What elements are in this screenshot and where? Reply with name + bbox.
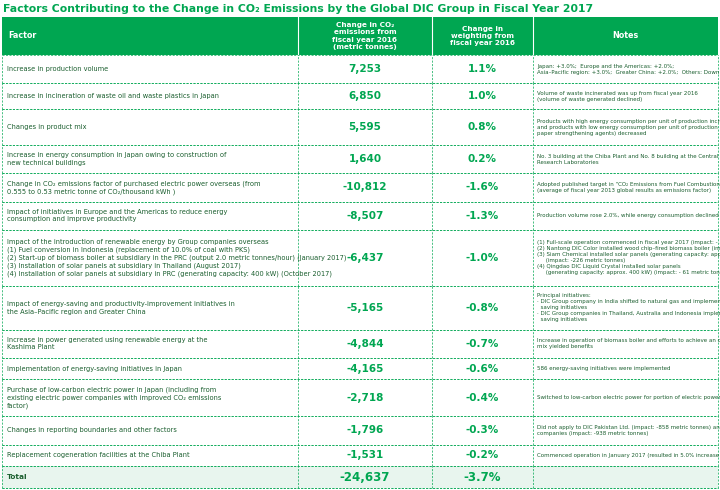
Text: -1.0%: -1.0% [466,253,499,263]
Bar [2,17,718,55]
Text: Impact of energy-saving and productivity-improvement initiatives in
the Asia–Pac: Impact of energy-saving and productivity… [7,301,235,315]
Text: Changes in product mix: Changes in product mix [7,124,86,130]
Text: Impact of the introduction of renewable energy by Group companies overseas
(1) F: Impact of the introduction of renewable … [7,239,346,277]
Text: Production volume rose 2.0%, while energy consumption declined 1.0%: Production volume rose 2.0%, while energ… [537,213,720,218]
Bar [2,466,718,488]
Bar [2,173,718,201]
Text: -5,165: -5,165 [346,303,384,313]
Bar [2,379,718,416]
Text: Change in CO₂ emissions factor of purchased electric power overseas (from
0.555 : Change in CO₂ emissions factor of purcha… [7,180,261,195]
Text: Replacement cogeneration facilities at the Chiba Plant: Replacement cogeneration facilities at t… [7,452,189,459]
Text: 1.1%: 1.1% [468,64,497,74]
Text: -0.3%: -0.3% [466,425,499,436]
Text: Factor: Factor [8,31,37,41]
Text: -1,531: -1,531 [346,450,384,461]
Text: -1,796: -1,796 [346,425,384,436]
Text: 5,595: 5,595 [348,122,382,132]
Text: -6,437: -6,437 [346,253,384,263]
Text: Changes in reporting boundaries and other factors: Changes in reporting boundaries and othe… [7,427,177,434]
Text: Principal initiatives:
· DIC Group company in India shifted to natural gas and i: Principal initiatives: · DIC Group compa… [537,294,720,322]
Text: -8,507: -8,507 [346,211,384,220]
Bar [2,286,718,330]
Bar [2,145,718,173]
Text: Total: Total [7,474,27,480]
Text: 0.8%: 0.8% [468,122,497,132]
Text: Increase in incineration of waste oil and waste plastics in Japan: Increase in incineration of waste oil an… [7,93,219,99]
Text: -0.7%: -0.7% [466,339,499,349]
Text: Notes: Notes [613,31,639,41]
Text: -24,637: -24,637 [340,471,390,484]
Text: Switched to low-carbon electric power for portion of electric power purchased: Switched to low-carbon electric power fo… [537,395,720,400]
Text: Did not apply to DIC Pakistan Ltd. (impact: -858 metric tonnes) and certain othe: Did not apply to DIC Pakistan Ltd. (impa… [537,425,720,436]
Text: Increase in production volume: Increase in production volume [7,66,108,72]
Text: Increase in power generated using renewable energy at the
Kashima Plant: Increase in power generated using renewa… [7,337,207,350]
Text: Change in
weighting from
fiscal year 2016: Change in weighting from fiscal year 201… [450,26,515,46]
Bar [2,330,718,358]
Bar [2,358,718,379]
Text: -0.2%: -0.2% [466,450,499,461]
Text: -0.6%: -0.6% [466,364,499,374]
Bar [2,201,718,230]
Text: Change in CO₂
emissions from
fiscal year 2016
(metric tonnes): Change in CO₂ emissions from fiscal year… [333,22,397,50]
Text: Commenced operation in January 2017 (resulted in 5.0% increase in efficiency): Commenced operation in January 2017 (res… [537,453,720,458]
Bar [2,444,718,466]
Text: 7,253: 7,253 [348,64,382,74]
Text: -4,844: -4,844 [346,339,384,349]
Bar [2,416,718,444]
Bar [2,83,718,109]
Text: 1.0%: 1.0% [468,91,497,101]
Text: Impact of initiatives in Europe and the Americas to reduce energy
consumption an: Impact of initiatives in Europe and the … [7,209,228,222]
Text: Japan: +3.0%;  Europe and the Americas: +2.0%;
Asia–Pacific region: +3.0%;  Grea: Japan: +3.0%; Europe and the Americas: +… [537,64,719,74]
Bar [2,55,718,83]
Text: Increase in energy consumption in Japan owing to construction of
new technical b: Increase in energy consumption in Japan … [7,152,226,166]
Text: Volume of waste incinerated was up from fiscal year 2016
(volume of waste genera: Volume of waste incinerated was up from … [537,91,698,102]
Text: 6,850: 6,850 [348,91,382,101]
Text: 1,640: 1,640 [348,154,382,164]
Text: -0.8%: -0.8% [466,303,499,313]
Text: -4,165: -4,165 [346,364,384,374]
Text: (1) Full-scale operation commenced in fiscal year 2017 (impact: - 5,150 metric t: (1) Full-scale operation commenced in fi… [537,241,720,275]
Text: -0.4%: -0.4% [466,393,499,403]
Text: Purchase of low-carbon electric power in Japan (including from
existing electric: Purchase of low-carbon electric power in… [7,387,221,409]
Text: -1.6%: -1.6% [466,182,499,193]
Text: -2,718: -2,718 [346,393,384,403]
Text: 0.2%: 0.2% [468,154,497,164]
Text: -10,812: -10,812 [343,182,387,193]
Text: -3.7%: -3.7% [464,471,501,484]
Text: Implementation of energy-saving initiatives in Japan: Implementation of energy-saving initiati… [7,366,182,371]
Text: Adopted published target in “CO₂ Emissions from Fuel Combustion 2015”
(average o: Adopted published target in “CO₂ Emissio… [537,182,720,193]
Text: Increase in operation of biomass boiler and efforts to achieve an optimum energy: Increase in operation of biomass boiler … [537,338,720,349]
Text: -1.3%: -1.3% [466,211,499,220]
Text: 586 energy-saving initiatives were implemented: 586 energy-saving initiatives were imple… [537,366,670,371]
Text: Products with high energy consumption per unit of production increased
and produ: Products with high energy consumption pe… [537,119,720,136]
Text: No. 3 building at the Chiba Plant and No. 8 building at the Central
Research Lab: No. 3 building at the Chiba Plant and No… [537,154,719,165]
Bar [2,230,718,286]
Bar [2,109,718,145]
Text: Factors Contributing to the Change in CO₂ Emissions by the Global DIC Group in F: Factors Contributing to the Change in CO… [3,4,593,14]
